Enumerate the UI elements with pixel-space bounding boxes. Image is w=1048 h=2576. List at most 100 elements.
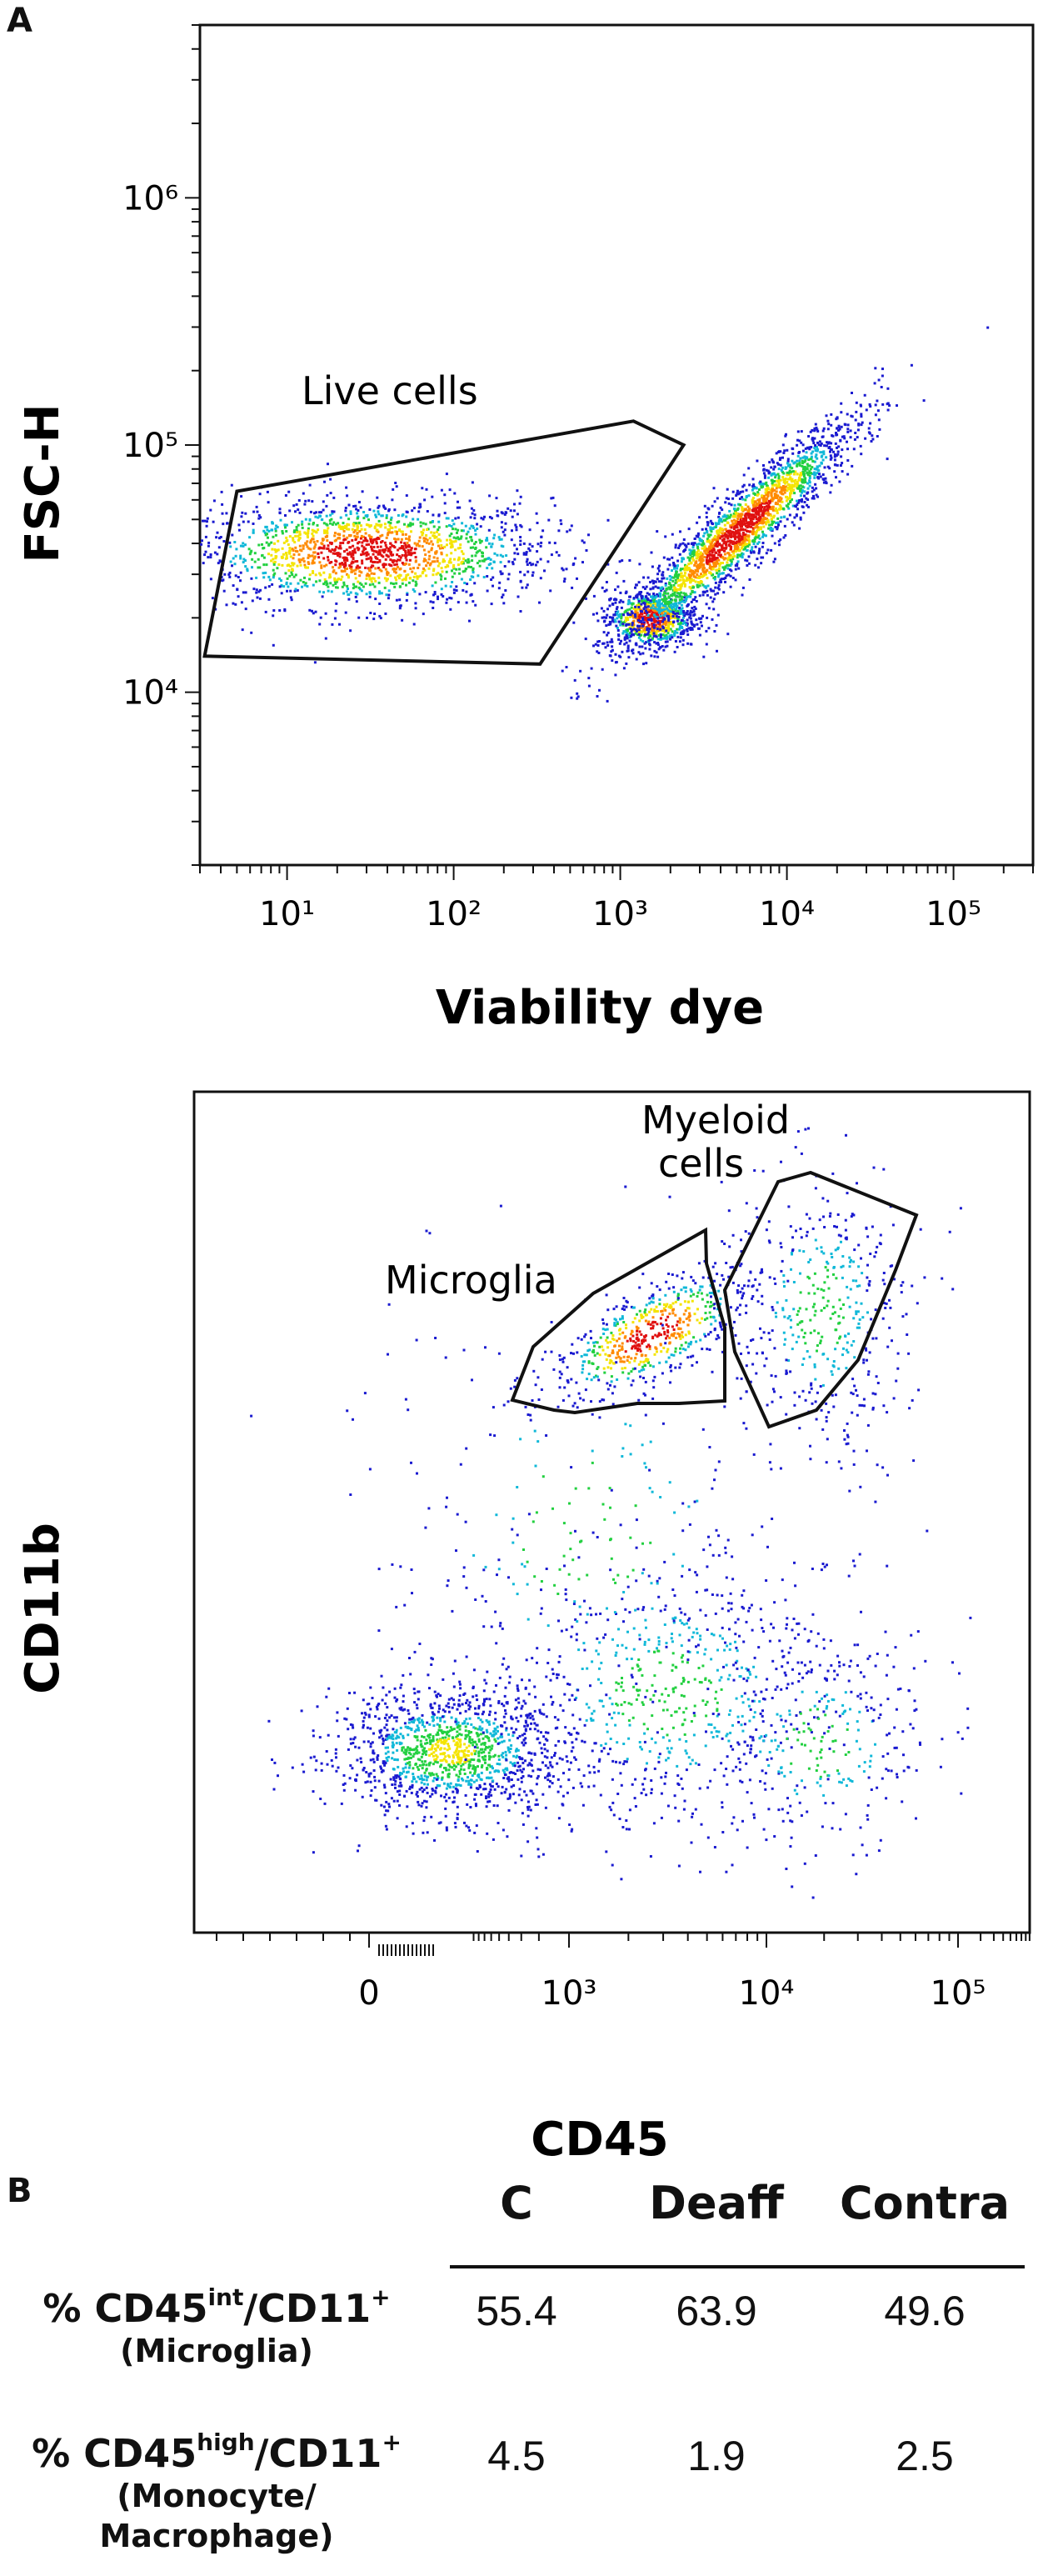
event-dot [239, 557, 242, 560]
event-dot [503, 533, 507, 537]
event-dot [705, 603, 708, 606]
event-dot [666, 558, 669, 561]
event-dot [294, 546, 297, 549]
event-dot [611, 648, 614, 652]
event-dot [343, 567, 347, 570]
event-dot [440, 488, 443, 492]
event-dot [716, 536, 720, 539]
event-dot [650, 619, 653, 622]
event-dot [865, 408, 868, 412]
event-dot [452, 1756, 455, 1759]
event-dot [726, 536, 730, 539]
event-dot [744, 558, 747, 562]
event-dot [321, 538, 324, 541]
event-dot [467, 530, 470, 533]
event-dot [676, 617, 679, 620]
event-dot [452, 1672, 455, 1675]
event-dot [711, 523, 714, 526]
event-dot [652, 629, 656, 633]
event-dot [321, 595, 324, 598]
event-dot [814, 444, 817, 447]
event-dot [711, 618, 714, 621]
event-dot [777, 463, 780, 466]
event-dot [350, 565, 352, 568]
event-dot [731, 550, 734, 553]
event-dot [655, 651, 658, 654]
event-dot [386, 578, 389, 581]
event-dot [766, 469, 770, 473]
event-dot [490, 1765, 493, 1768]
event-dot [467, 1730, 471, 1733]
event-dot [696, 568, 699, 571]
event-dot [681, 542, 685, 545]
event-dot [699, 557, 702, 560]
event-dot [386, 572, 389, 575]
gate-live-cells[interactable] [202, 419, 686, 666]
event-dot [396, 521, 399, 524]
event-dot [488, 494, 492, 498]
event-dot [298, 561, 302, 564]
event-dot [635, 629, 638, 633]
event-dot [724, 557, 727, 560]
event-dot [771, 528, 774, 531]
event-dot [695, 553, 698, 557]
event-dot [836, 463, 839, 467]
event-dot [706, 593, 709, 597]
event-dot [372, 573, 376, 575]
event-dot [798, 476, 801, 479]
event-dot [346, 584, 349, 588]
event-dot [431, 495, 434, 498]
event-dot [724, 566, 727, 569]
event-dot [813, 476, 816, 479]
event-dot [505, 554, 508, 558]
event-dot [804, 447, 807, 450]
event-dot [358, 530, 362, 533]
event-dot [727, 498, 730, 501]
event-dot [748, 525, 751, 528]
event-dot [783, 524, 786, 528]
event-dot [360, 534, 363, 538]
event-dot [690, 574, 693, 578]
event-dot [646, 605, 650, 608]
event-dot [767, 527, 771, 530]
event-dot [233, 541, 237, 543]
event-dot [745, 519, 748, 523]
event-dot [404, 543, 407, 547]
event-dot [632, 597, 636, 600]
event-dot [475, 551, 478, 554]
event-dot [839, 439, 842, 443]
event-dot [668, 588, 671, 591]
event-dot [738, 540, 741, 543]
event-dot [456, 1734, 459, 1738]
event-dot [769, 528, 772, 531]
event-dot [323, 1802, 327, 1805]
event-dot [497, 587, 501, 590]
event-dot [841, 470, 844, 473]
event-dot [401, 618, 404, 622]
event-dot [649, 631, 651, 634]
event-dot [470, 566, 472, 568]
event-dot [844, 423, 847, 427]
event-dot [803, 501, 806, 503]
event-dot [201, 539, 203, 543]
event-dot [808, 474, 811, 478]
event-dot [754, 563, 757, 567]
event-dot [380, 1767, 383, 1770]
event-dot [682, 592, 686, 595]
event-dot [405, 1757, 408, 1760]
event-dot [322, 571, 326, 574]
event-dot [631, 649, 633, 653]
event-dot [675, 570, 678, 573]
event-dot [759, 504, 762, 507]
event-dot [293, 589, 297, 593]
event-dot [629, 595, 631, 598]
event-dot [768, 461, 771, 464]
event-dot [356, 512, 359, 515]
event-dot [635, 613, 638, 616]
event-dot [423, 1760, 427, 1763]
event-dot [787, 464, 791, 468]
event-dot [209, 556, 212, 559]
event-dot [617, 634, 621, 638]
event-dot [221, 503, 224, 506]
event-dot [262, 563, 266, 567]
